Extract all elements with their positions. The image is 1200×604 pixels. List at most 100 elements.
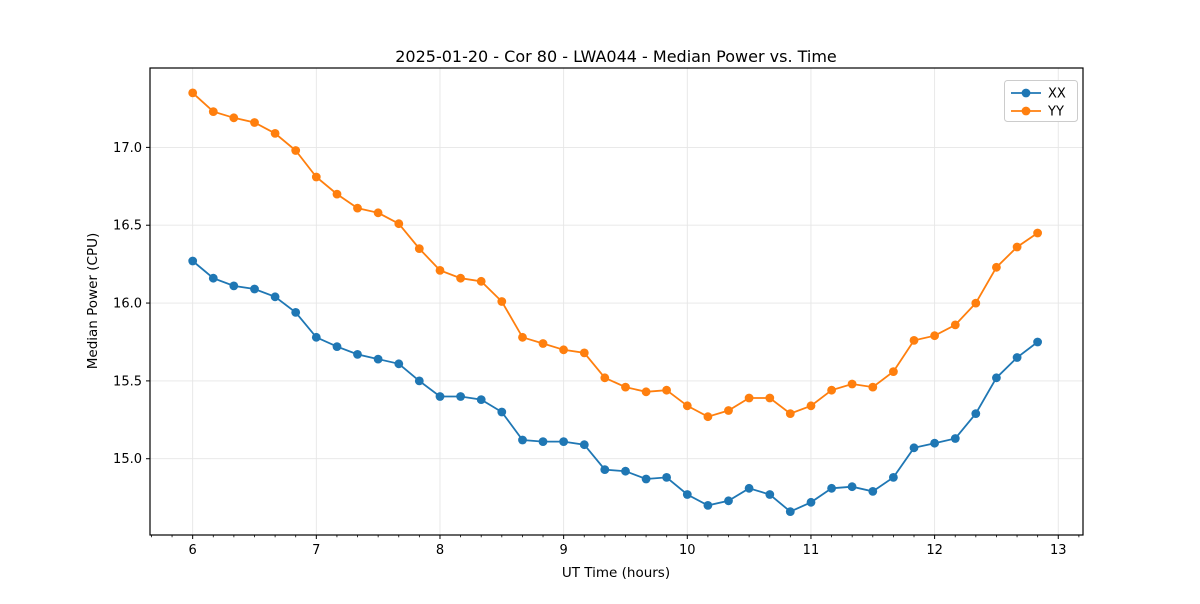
legend-label: YY — [1047, 105, 1064, 120]
chart-title: 2025-01-20 - Cor 80 - LWA044 - Median Po… — [395, 47, 837, 66]
data-point-yy — [250, 118, 259, 127]
data-point-yy — [476, 276, 486, 286]
data-point-yy — [435, 266, 445, 275]
data-point-yy — [497, 297, 507, 306]
data-point-xx — [847, 482, 857, 492]
data-point-yy — [270, 129, 280, 138]
data-point-yy — [909, 336, 919, 345]
data-point-yy — [992, 262, 1001, 272]
data-point-yy — [579, 348, 589, 358]
data-point-xx — [785, 507, 795, 516]
x-tick-label: 11 — [803, 543, 820, 558]
data-point-xx — [518, 435, 527, 445]
x-tick-label: 9 — [559, 543, 567, 558]
data-point-xx — [744, 483, 754, 493]
legend: XX YY — [1004, 80, 1078, 122]
data-point-xx — [373, 354, 383, 364]
data-point-yy — [930, 331, 939, 341]
data-point-yy — [703, 412, 713, 422]
data-point-yy — [538, 339, 548, 348]
data-point-yy — [641, 387, 651, 397]
tick-labels: 6 7 8 9 10 11 12 13 15.0 15.5 16.0 16.5 17.0 — [113, 141, 1066, 558]
data-point-xx — [682, 490, 692, 499]
data-point-xx — [229, 281, 239, 291]
data-point-xx — [868, 487, 878, 496]
data-point-xx — [332, 342, 342, 351]
data-point-xx — [806, 497, 816, 507]
data-point-xx — [291, 308, 301, 317]
data-point-yy — [600, 373, 610, 383]
data-point-yy — [414, 244, 424, 254]
data-point-yy — [682, 401, 692, 411]
data-point-yy — [847, 379, 857, 389]
data-point-yy — [353, 203, 362, 213]
data-point-yy — [394, 219, 404, 229]
data-point-xx — [1012, 353, 1022, 362]
y-tick-label: 17.0 — [113, 141, 142, 156]
data-point-yy — [868, 382, 878, 392]
series-line-yy — [192, 92, 1039, 418]
data-point-yy — [1012, 242, 1022, 252]
data-point-xx — [353, 350, 362, 359]
legend-marker — [1021, 106, 1031, 116]
data-point-yy — [662, 385, 671, 395]
x-tick-label: 6 — [189, 543, 197, 558]
data-point-yy — [332, 189, 342, 199]
data-point-xx — [889, 473, 898, 482]
legend-label: XX — [1048, 87, 1066, 102]
plot-border — [149, 67, 1084, 536]
data-point-yy — [806, 401, 816, 411]
data-point-yy — [827, 385, 836, 395]
y-tick-label: 15.0 — [113, 452, 142, 467]
x-tick-label: 13 — [1050, 543, 1067, 558]
legend-marker — [1021, 88, 1031, 98]
data-point-xx — [827, 483, 836, 493]
series-group — [188, 88, 1042, 516]
data-point-yy — [785, 409, 795, 418]
data-point-yy — [1033, 228, 1042, 238]
y-tick-label: 16.5 — [113, 219, 142, 234]
data-point-yy — [559, 345, 568, 355]
data-point-yy — [724, 406, 733, 415]
data-point-yy — [971, 298, 981, 308]
gridlines — [150, 68, 1083, 535]
data-point-xx — [641, 474, 651, 484]
x-tick-label: 12 — [926, 543, 943, 558]
data-point-xx — [1033, 337, 1042, 347]
data-point-xx — [765, 490, 775, 499]
data-point-xx — [456, 392, 465, 401]
x-tick-label: 10 — [679, 543, 696, 558]
data-point-yy — [765, 393, 775, 403]
data-point-xx — [188, 256, 198, 266]
data-point-xx — [930, 438, 939, 448]
y-tick-label: 16.0 — [113, 297, 142, 312]
data-point-xx — [394, 359, 404, 369]
y-tick-label: 15.5 — [113, 374, 142, 389]
x-axis-label: UT Time (hours) — [562, 565, 670, 581]
data-point-xx — [435, 392, 445, 401]
data-point-xx — [497, 407, 507, 417]
x-tick-label: 8 — [436, 543, 444, 558]
data-point-xx — [724, 496, 733, 506]
data-point-yy — [889, 367, 898, 376]
data-point-xx — [909, 443, 919, 453]
data-point-yy — [311, 172, 321, 182]
data-point-xx — [992, 373, 1001, 383]
data-point-yy — [456, 273, 465, 283]
legend-box — [1004, 80, 1078, 122]
data-point-yy — [188, 88, 198, 98]
data-point-xx — [971, 409, 981, 418]
data-point-yy — [373, 208, 383, 218]
data-point-xx — [250, 284, 259, 294]
data-point-yy — [744, 393, 754, 403]
y-axis-label: Median Power (CPU) — [85, 233, 101, 369]
data-point-xx — [538, 437, 548, 446]
data-point-xx — [662, 473, 671, 482]
data-point-xx — [703, 501, 713, 510]
data-point-yy — [518, 332, 527, 342]
series-line-xx — [192, 260, 1039, 513]
x-tick-label: 7 — [312, 543, 320, 558]
data-point-xx — [600, 465, 610, 474]
